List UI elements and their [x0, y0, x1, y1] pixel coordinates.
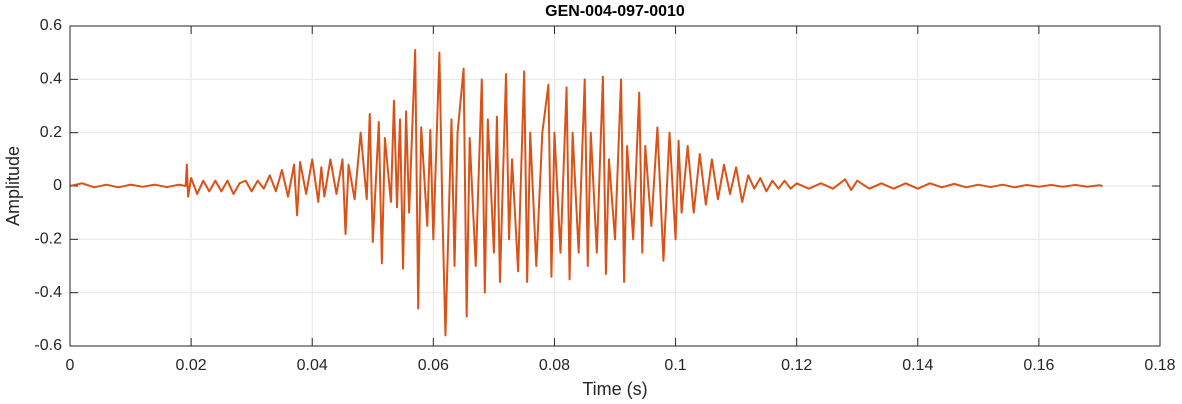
x-tick-label: 0.02 — [176, 357, 207, 374]
x-tick-label: 0.04 — [297, 357, 328, 374]
x-tick-label: 0.08 — [539, 357, 570, 374]
x-tick-label: 0.18 — [1144, 357, 1175, 374]
y-tick-label: 0 — [53, 177, 62, 194]
x-axis-label: Time (s) — [582, 379, 647, 399]
plot-frame — [69, 25, 1161, 347]
chart-title: GEN-004-097-0010 — [545, 3, 685, 20]
x-tick-label: 0 — [66, 357, 75, 374]
y-axis-label: Amplitude — [3, 146, 23, 226]
x-tick-label: 0.06 — [418, 357, 449, 374]
x-tick-label: 0.14 — [902, 357, 933, 374]
y-tick-label: 0.2 — [40, 124, 62, 141]
y-tick-label: -0.6 — [34, 337, 62, 354]
y-tick-label: -0.4 — [34, 284, 62, 301]
waveform-line — [69, 49, 1103, 337]
y-tick-label: -0.2 — [34, 231, 62, 248]
x-tick-label: 0.16 — [1023, 357, 1054, 374]
y-tick-label: 0.4 — [40, 71, 62, 88]
x-tick-label: 0.12 — [781, 357, 812, 374]
x-tick-label: 0.1 — [664, 357, 686, 374]
y-tick-label: 0.6 — [40, 17, 62, 34]
